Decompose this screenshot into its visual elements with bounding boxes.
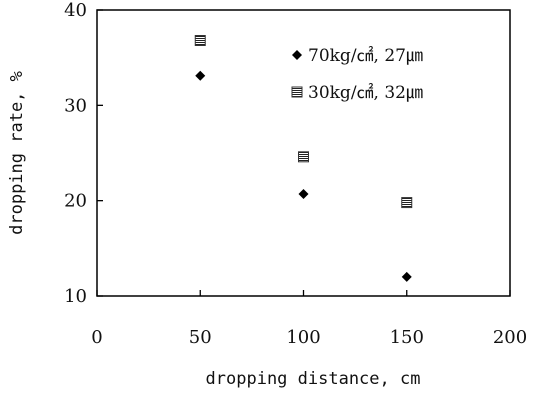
legend-marker-hatched-square [291, 86, 303, 98]
legend-label-2: 30kg/㎠, 32㎛ [308, 83, 423, 103]
y-tick-label: 30 [64, 95, 87, 116]
series-layer [194, 35, 413, 282]
data-point-square [298, 151, 309, 163]
data-point-diamond [401, 271, 412, 282]
x-axis-ticks: 0 50 100 150 200 [91, 290, 527, 348]
legend-label-1: 70kg/㎠, 27㎛ [308, 46, 423, 66]
x-tick-label: 200 [493, 327, 527, 348]
data-point-diamond [195, 70, 206, 81]
legend-item-1: 70kg/㎠, 27㎛ [292, 46, 423, 66]
y-tick-label: 40 [64, 0, 87, 21]
x-tick-label: 100 [286, 327, 320, 348]
y-tick-label: 20 [64, 191, 87, 212]
data-point-square [401, 197, 413, 209]
data-point-diamond [298, 188, 309, 199]
y-axis-ticks: 10 20 30 40 [64, 0, 103, 307]
x-tick-label: 0 [91, 327, 102, 348]
x-tick-label: 150 [390, 327, 424, 348]
legend-marker-diamond [292, 50, 302, 60]
y-tick-label: 10 [64, 286, 87, 307]
x-axis-title: dropping distance, cm [206, 369, 421, 389]
legend: 70kg/㎠, 27㎛ 30kg/㎠, 32㎛ [291, 46, 423, 103]
x-tick-label: 50 [189, 327, 212, 348]
y-axis-title: dropping rate, % [7, 71, 27, 235]
data-point-square [194, 35, 206, 47]
legend-item-2: 30kg/㎠, 32㎛ [291, 83, 423, 103]
